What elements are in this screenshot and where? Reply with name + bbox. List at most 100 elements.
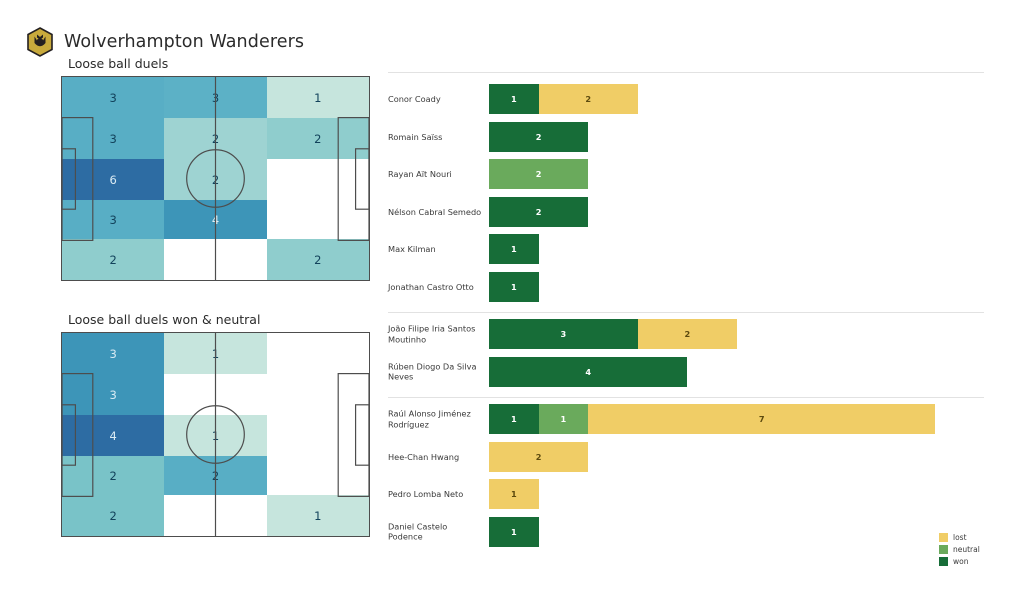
legend-item[interactable]: won [939,555,980,567]
bar-row[interactable]: Daniel Castelo Podence 1 [388,516,988,547]
bar-track: 2 [489,159,589,189]
pitch-caption-loose-ball-duels: Loose ball duels [68,56,169,71]
bar-row[interactable]: Nélson Cabral Semedo 2 [388,196,988,227]
bar-track: 2 [489,121,589,152]
pitch-heatmap-loose-ball-duels: 3 3 1 3 2 2 6 2 3 4 2 2 [61,76,370,281]
bar-segment-neutral[interactable]: 1 [538,404,589,434]
legend-label: won [953,556,969,566]
bar-segment-lost[interactable]: 2 [637,319,737,349]
bar-row[interactable]: Max Kilman 1 [388,234,988,264]
bar-segment-lost[interactable]: 1 [489,479,539,509]
bar-segment-won[interactable]: 1 [489,271,539,302]
legend-swatch-lost [939,532,948,542]
chart-separator [388,311,984,313]
bar-segment-won[interactable]: 2 [489,121,589,152]
bar-segment-won[interactable]: 1 [489,234,539,264]
pitch-zone: 3 [62,77,165,118]
bar-row[interactable]: Romain Saïss 2 [388,121,988,152]
bar-segment-lost[interactable]: 2 [489,441,589,472]
bar-row-label: Romain Saïss [388,131,443,142]
bar-row-label: Jonathan Castro Otto [388,281,474,292]
bar-row-label: Max Kilman [388,243,436,254]
bar-track: 1 [489,271,539,302]
bar-track: 1 [489,479,539,509]
pitch-panel-loose-ball-duels: Loose ball duels 3 3 1 3 2 2 6 2 3 4 2 2 [61,56,370,281]
wolves-crest-icon [26,27,54,57]
pitch-zone: 3 [164,77,267,118]
bar-track: 4 [489,356,688,387]
pitch-zone: 2 [164,118,267,159]
pitch-zone [164,239,267,280]
bar-row-label: Daniel Castelo Podence [388,521,448,542]
bar-row-label: Conor Coady [388,93,441,104]
bar-row[interactable]: Conor Coady 1 2 [388,84,988,114]
bar-row[interactable]: Hee-Chan Hwang 2 [388,441,988,472]
bar-row[interactable]: Rayan Aït Nouri 2 [388,159,988,189]
chart-legend: lost neutral won [939,531,980,567]
bar-segment-won[interactable]: 1 [489,516,539,547]
bar-row-label: Pedro Lomba Neto [388,488,464,499]
pitch-zone-value: 1 [211,346,220,361]
pitch-zone [266,374,369,415]
legend-swatch-won [939,556,948,566]
pitch-zone-value: 4 [109,428,117,443]
pitch-caption-loose-ball-duels-won-neutral: Loose ball duels won & neutral [68,312,261,327]
bar-segment-won[interactable]: 3 [489,319,638,349]
pitch-zone: 3 [62,374,165,415]
bar-row[interactable]: Pedro Lomba Neto 1 [388,479,988,509]
legend-item[interactable]: lost [939,531,980,543]
pitch-zone-value: 6 [109,172,117,187]
app-header: Wolverhampton Wanderers [26,27,304,57]
pitch-zone: 3 [62,333,165,374]
bar-segment-neutral[interactable]: 2 [489,159,589,189]
pitch-zone-value: 2 [109,508,117,523]
bar-row-label: Rúben Diogo Da Silva Neves [388,361,477,382]
legend-item[interactable]: neutral [939,543,980,555]
pitch-zone: 1 [164,415,267,456]
chart-separator [388,396,984,398]
zone-grid: 3 1 3 4 1 2 2 2 1 [62,333,369,536]
pitch-zone: 1 [266,495,369,536]
pitch-zone-value: 2 [314,131,322,146]
pitch-zone-value: 2 [211,468,220,483]
zone-grid: 3 3 1 3 2 2 6 2 3 4 2 2 [62,77,369,280]
pitch-zone [266,159,369,200]
bar-segment-won[interactable]: 4 [489,356,688,387]
pitch-zone: 1 [164,333,267,374]
legend-swatch-neutral [939,544,948,554]
bar-row[interactable]: Raúl Alonso Jiménez Rodríguez 1 1 7 [388,404,988,434]
pitch-zone [266,415,369,456]
bar-segment-lost[interactable]: 2 [538,84,638,114]
pitch-zone: 2 [266,239,369,280]
bar-segment-won[interactable]: 1 [489,84,539,114]
pitch-zone-value: 2 [109,252,117,267]
bar-row[interactable]: Rúben Diogo Da Silva Neves 4 [388,356,988,387]
pitch-zone [164,374,267,415]
pitch-zone-value: 1 [211,428,220,443]
pitch-zone [164,495,267,536]
bar-segment-lost[interactable]: 7 [588,404,936,434]
pitch-zone: 2 [62,495,165,536]
bar-row[interactable]: João Filipe Iria Santos Moutinho 3 2 [388,319,988,349]
pitch-zone-value: 3 [109,90,117,105]
bar-track: 2 [489,196,589,227]
bar-segment-won[interactable]: 2 [489,196,589,227]
pitch-zone [266,200,369,240]
bar-row-label: Rayan Aït Nouri [388,168,452,179]
bar-track: 2 [489,441,589,472]
bar-track: 1 [489,516,539,547]
pitch-zone: 4 [62,415,165,456]
legend-label: neutral [953,544,980,554]
pitch-zone: 2 [164,456,267,496]
pitch-panel-loose-ball-duels-won-neutral: Loose ball duels won & neutral 3 1 3 4 1 2 2 2 1 [61,312,370,537]
chart-separator [388,72,984,73]
pitch-heatmap-loose-ball-duels-won-neutral: 3 1 3 4 1 2 2 2 1 [61,332,370,537]
pitch-zone: 4 [164,200,267,240]
pitch-zone: 3 [62,200,165,240]
bar-row[interactable]: Jonathan Castro Otto 1 [388,271,988,302]
pitch-zone-value: 4 [211,212,220,227]
pitch-zone: 2 [164,159,267,200]
bar-segment-won[interactable]: 1 [489,404,539,434]
pitch-zone-value: 1 [314,508,322,523]
